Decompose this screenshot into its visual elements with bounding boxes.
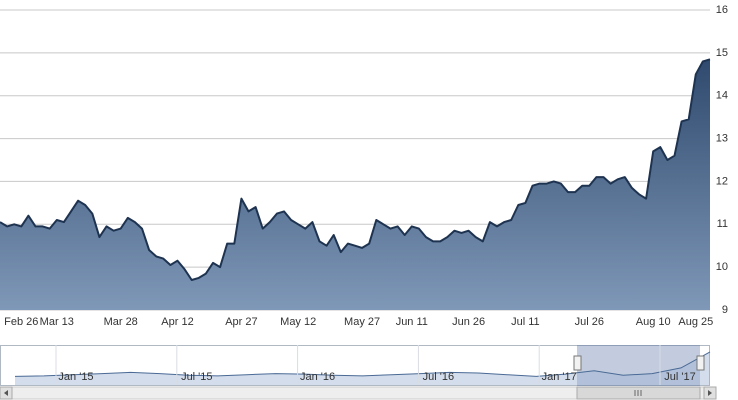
navigator-label: Jan '15: [58, 371, 93, 383]
y-tick-label: 13: [716, 132, 728, 144]
x-tick-label: Mar 28: [104, 316, 138, 328]
navigator-label: Jul '16: [423, 371, 454, 383]
navigator-label: Jul '17: [664, 371, 695, 383]
x-tick-label: Jul 11: [511, 316, 540, 328]
navigator-selection[interactable]: [577, 345, 700, 386]
x-tick-label: Jun 26: [452, 316, 485, 328]
x-tick-label: Jun 11: [396, 316, 428, 328]
x-tick-label: Jul 26: [575, 316, 604, 328]
x-tick-label: Mar 13: [40, 316, 74, 328]
navigator-label: Jan '16: [300, 371, 335, 383]
line: [0, 58, 711, 281]
scrollbar[interactable]: [0, 386, 717, 400]
navigator-label: Jul '15: [181, 371, 212, 383]
arrow-right: [708, 390, 712, 396]
y-tick-label: 16: [716, 4, 728, 16]
plot: 9 10 11 12 13 14 15 16 Feb 26 Mar 13 Mar 28 Apr 12 A…: [0, 4, 728, 328]
navigator-handle[interactable]: [696, 355, 705, 371]
x-tick-label: Apr 12: [161, 316, 193, 328]
y-tick-label: 14: [716, 90, 728, 102]
arrow-left: [4, 390, 8, 396]
y-tick-label: 15: [716, 47, 728, 59]
navigator-frame: [0, 345, 710, 386]
area: [0, 59, 710, 310]
x-tick-label: Aug 10: [636, 316, 671, 328]
navigator[interactable]: Jan '15 Jul '15 Jan '16 Jul '16 Jan '17 Jul '…: [0, 345, 711, 386]
y-tick-label: 11: [717, 218, 728, 230]
thumb-grip: [634, 390, 642, 396]
x-tick-label: Apr 27: [225, 316, 257, 328]
y-tick-label: 10: [716, 261, 728, 273]
navigator-line: [14, 351, 711, 377]
x-tick-label: Aug 25: [678, 316, 713, 328]
navigator-label: Jan '17: [542, 371, 577, 383]
x-tick-label: May 12: [280, 316, 316, 328]
y-tick-label: 12: [716, 175, 728, 187]
x-tick-label: Feb 26: [4, 316, 38, 328]
y-tick-label: 9: [722, 304, 728, 316]
x-tick-label: May 27: [344, 316, 380, 328]
navigator-handle[interactable]: [573, 355, 582, 371]
